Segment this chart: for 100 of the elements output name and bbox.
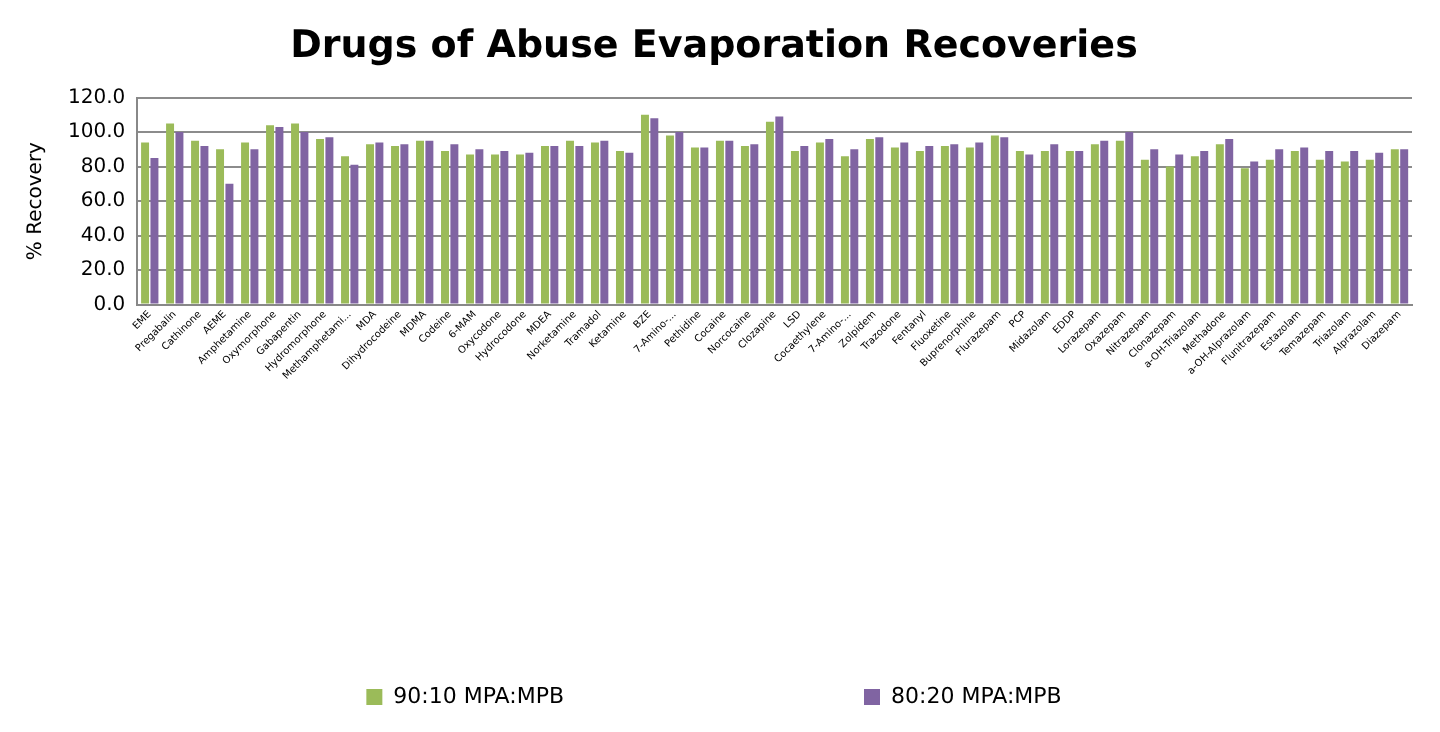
y-tick-label: 80.0: [80, 155, 126, 178]
bar: [1275, 149, 1284, 304]
y-tick-label: 100.0: [67, 121, 126, 144]
legend-label: 90:10 MPA:MPB: [393, 682, 565, 709]
bar: [890, 147, 899, 304]
bar: [341, 156, 350, 304]
bar: [166, 123, 175, 304]
bar: [1115, 140, 1124, 304]
y-tick-label: 20.0: [80, 259, 126, 282]
bar: [1350, 151, 1359, 304]
bar: [1400, 149, 1409, 304]
bar: [525, 152, 534, 304]
bar: [175, 132, 184, 304]
bar: [1240, 168, 1249, 304]
legend-label: 80:20 MPA:MPB: [891, 682, 1062, 709]
bar: [225, 183, 234, 304]
bar: [150, 157, 159, 304]
bar: [441, 151, 449, 304]
bar: [1365, 159, 1374, 304]
chart-title: Drugs of Abuse Evaporation Recoveries: [290, 22, 1138, 67]
bar: [366, 144, 375, 304]
bar: [350, 164, 359, 304]
bar: [940, 145, 949, 304]
bar: [1250, 161, 1259, 304]
bar: [1340, 161, 1349, 304]
bar: [1100, 140, 1109, 304]
y-axis-title: % Recovery: [25, 141, 48, 261]
bar: [1050, 144, 1059, 304]
bar: [800, 145, 809, 304]
bar: [475, 149, 484, 304]
bar: [575, 145, 584, 304]
bar: [590, 142, 599, 304]
bar: [450, 144, 459, 304]
bar: [191, 140, 200, 304]
bar: [1065, 151, 1074, 304]
y-tick-label: 40.0: [80, 224, 126, 247]
bar: [1165, 166, 1174, 304]
bar: [375, 142, 384, 304]
bar: [765, 121, 774, 304]
bar: [640, 114, 649, 304]
bar: [566, 140, 574, 304]
bar: [1290, 151, 1299, 304]
bar: [291, 123, 300, 304]
y-tick-label: 60.0: [80, 190, 126, 213]
bar: [1200, 151, 1209, 304]
bar: [950, 144, 959, 304]
bar: [850, 149, 859, 304]
bar: [466, 154, 474, 304]
bar: [200, 145, 209, 304]
bar: [300, 132, 309, 304]
bar: [990, 135, 999, 304]
bar: [665, 135, 674, 304]
bar: [915, 151, 924, 304]
bar: [491, 154, 499, 304]
bar: [241, 142, 250, 304]
bar: [975, 142, 984, 304]
bar: [725, 140, 734, 304]
bar: [516, 154, 524, 304]
bar: [700, 147, 709, 304]
bar: [1150, 149, 1159, 304]
bar: [541, 145, 549, 304]
bar: [1140, 159, 1149, 304]
bar: [550, 145, 559, 304]
bar: [250, 149, 259, 304]
bar: [275, 126, 284, 304]
bar: [775, 116, 784, 304]
bar: [875, 137, 884, 304]
bar: [400, 144, 409, 304]
bar: [615, 151, 624, 304]
bar: [1265, 159, 1274, 304]
bar: [325, 137, 334, 304]
bar: [216, 149, 225, 304]
bar: [825, 138, 834, 304]
bar: [815, 142, 824, 304]
bar: [715, 140, 724, 304]
bar: [965, 147, 974, 304]
bar: [1075, 151, 1084, 304]
bar: [650, 118, 659, 304]
bar: [900, 142, 909, 304]
bar: [316, 138, 325, 304]
bar: [1040, 151, 1049, 304]
bar: [1215, 144, 1224, 304]
bar: [690, 147, 699, 304]
bar: [865, 138, 874, 304]
bar: [840, 156, 849, 304]
bar: [1015, 151, 1024, 304]
bar: [1300, 147, 1309, 304]
bar: [790, 151, 799, 304]
bar: [1390, 149, 1399, 304]
bar: [416, 140, 424, 304]
bar: [740, 145, 749, 304]
bar: [500, 151, 509, 304]
bar: [1025, 154, 1034, 304]
bar: [1375, 152, 1384, 304]
bar: [750, 144, 759, 304]
bar: [1175, 154, 1184, 304]
bar: [141, 142, 150, 304]
bar: [1325, 151, 1334, 304]
bar: [1225, 138, 1234, 304]
bar: [1090, 144, 1099, 304]
